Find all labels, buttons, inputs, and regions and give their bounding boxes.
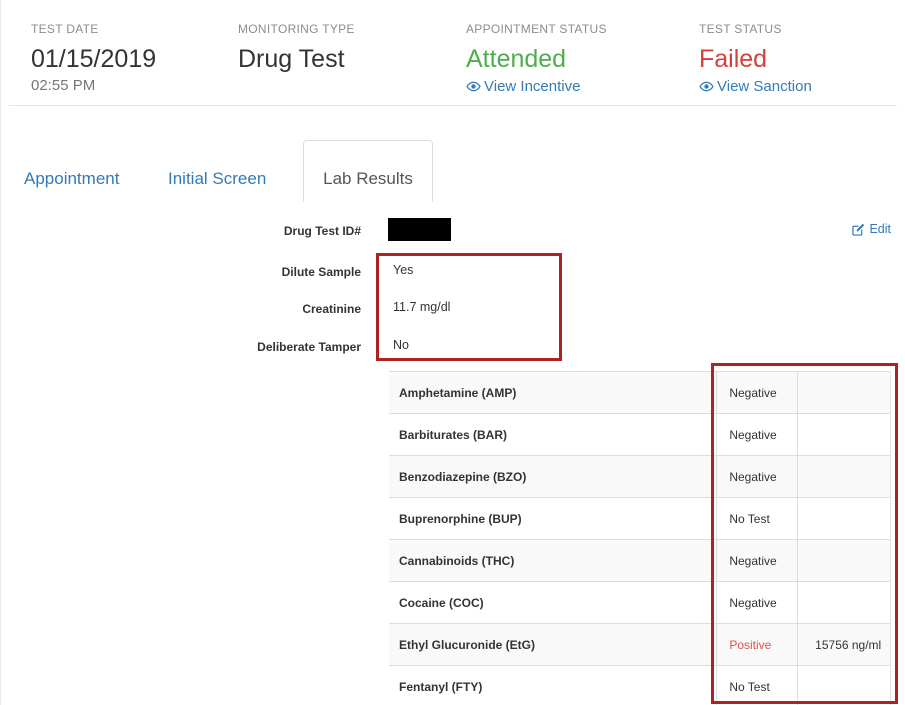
deliberate-tamper-label: Deliberate Tamper [257,340,361,354]
drug-name: Cannabinoids (THC) [399,553,515,568]
drug-value [797,456,890,497]
drug-name: Barbiturates (BAR) [399,427,508,442]
deliberate-tamper-value: No [393,338,409,352]
test-status-value: Failed [699,45,768,73]
monitoring-type-label: MONITORING TYPE [238,22,355,36]
drug-name: Benzodiazepine (BZO) [399,469,527,484]
table-row: Cocaine (COC) Negative [389,582,890,624]
dilute-sample-label: Dilute Sample [281,265,361,279]
drug-result: No Test [716,666,797,705]
drug-name: Ethyl Glucuronide (EtG) [399,637,536,652]
drug-result: Negative [716,456,797,497]
table-row: Benzodiazepine (BZO) Negative [389,456,890,498]
drug-value [797,582,890,623]
drug-result: No Test [716,498,797,539]
edit-icon [852,223,865,236]
monitoring-type-value: Drug Test [238,45,345,73]
drug-result: Negative [716,414,797,455]
test-date-label: TEST DATE [31,22,99,36]
monitoring-type-block: MONITORING TYPE Drug Test [238,22,355,74]
eye-icon [699,81,714,92]
edit-link[interactable]: Edit [852,222,891,236]
table-row: Buprenorphine (BUP) No Test [389,498,890,540]
drug-name: Cocaine (COC) [399,595,484,610]
table-row: Fentanyl (FTY) No Test [389,666,890,705]
dilute-sample-value: Yes [393,263,414,277]
view-sanction-text: View Sanction [717,78,812,95]
appointment-status-block: APPOINTMENT STATUS Attended View Incenti… [466,22,607,95]
view-sanction-link[interactable]: View Sanction [699,78,812,95]
test-time-value: 02:55 PM [31,77,96,94]
test-status-block: TEST STATUS Failed View Sanction [699,22,812,95]
tab-bar: Appointment Initial Screen Lab Results [1,140,905,203]
creatinine-value: 11.7 mg/dl [393,300,451,314]
drug-result: Negative [716,372,797,413]
drug-name: Amphetamine (AMP) [399,385,517,400]
drug-value [797,666,890,705]
appointment-status-label: APPOINTMENT STATUS [466,22,607,36]
tab-lab-results[interactable]: Lab Results [303,140,433,202]
drug-test-id-label: Drug Test ID# [283,224,361,238]
view-incentive-text: View Incentive [484,78,581,95]
test-date-value: 01/15/2019 [31,45,157,73]
table-row: Amphetamine (AMP) Negative [389,372,890,414]
redaction-box [388,218,451,241]
table-row: Ethyl Glucuronide (EtG) Positive 15756 n… [389,624,890,666]
test-date-block: TEST DATE 01/15/2019 02:55 PM [31,22,156,94]
tab-appointment[interactable]: Appointment [24,169,120,188]
drug-value: 15756 ng/ml [797,624,890,665]
drug-result: Negative [716,582,797,623]
creatinine-label: Creatinine [302,302,361,316]
table-row: Cannabinoids (THC) Negative [389,540,890,582]
drug-panel-table: Amphetamine (AMP) Negative Barbiturates … [389,371,891,705]
test-status-label: TEST STATUS [699,22,782,36]
drug-name: Buprenorphine (BUP) [399,511,522,526]
header-divider [9,105,897,106]
appointment-status-value: Attended [466,45,567,73]
drug-value [797,498,890,539]
drug-name: Fentanyl (FTY) [399,679,483,694]
drug-value [797,414,890,455]
drug-value [797,540,890,581]
edit-text: Edit [869,222,891,236]
drug-value [797,372,890,413]
drug-result: Positive [716,624,797,665]
tab-initial-screen[interactable]: Initial Screen [168,169,267,188]
drug-result: Negative [716,540,797,581]
table-row: Barbiturates (BAR) Negative [389,414,890,456]
eye-icon [466,81,481,92]
view-incentive-link[interactable]: View Incentive [466,78,607,95]
